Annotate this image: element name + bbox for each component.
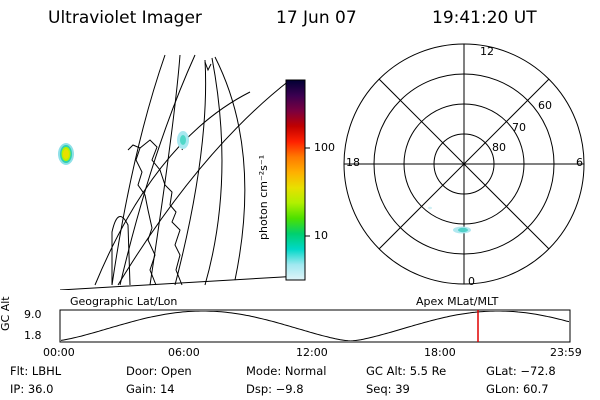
apex-polar-plot xyxy=(343,43,585,285)
strip-xtick: 06:00 xyxy=(168,346,200,359)
colorbar xyxy=(285,79,310,281)
latitude-line xyxy=(117,79,291,286)
time-label: 19:41:20 UT xyxy=(432,8,537,28)
apex-emission-spot xyxy=(428,206,471,234)
mlat-label: 80 xyxy=(492,141,506,154)
date-label: 17 Jun 07 xyxy=(276,8,357,28)
gc-alt-status: GC Alt: 5.5 Re xyxy=(366,364,447,378)
door-status: Door: Open xyxy=(126,364,192,378)
longitude-line xyxy=(214,56,246,281)
mode-status: Mode: Normal xyxy=(246,364,327,378)
latitude-line xyxy=(94,91,251,286)
mlt-label-dusk: 18 xyxy=(346,156,360,169)
altitude-curve xyxy=(61,311,569,341)
seq-status: Seq: 39 xyxy=(366,382,410,396)
strip-xtick: 18:00 xyxy=(424,346,456,359)
altitude-strip xyxy=(59,309,571,343)
longitude-line xyxy=(204,57,223,286)
emission-spot xyxy=(177,131,189,149)
coastline xyxy=(127,139,183,286)
longitude-line xyxy=(119,54,196,286)
longitude-line xyxy=(149,54,181,286)
mlat-label: 60 xyxy=(538,99,552,112)
filter-status: Flt: LBHL xyxy=(10,364,62,378)
strip-xtick: 00:00 xyxy=(43,346,75,359)
geographic-map xyxy=(60,54,301,290)
strip-xtick: 23:59 xyxy=(550,346,582,359)
longitude-line xyxy=(111,54,166,286)
strip-ylabel: GC Alt xyxy=(0,296,12,331)
strip-ytick: 1.8 xyxy=(24,329,42,342)
mlt-label-midnight: 0 xyxy=(468,275,475,288)
mlat-label: 70 xyxy=(512,121,526,134)
emission-spot xyxy=(58,143,74,165)
instrument-title: Ultraviolet Imager xyxy=(48,8,202,28)
gain-status: Gain: 14 xyxy=(126,382,175,396)
glon-status: GLon: 60.7 xyxy=(486,382,549,396)
mlt-meridian xyxy=(378,78,550,250)
mlt-label-dawn: 6 xyxy=(576,156,583,169)
strip-ytick: 9.0 xyxy=(24,308,42,321)
longitude-line xyxy=(174,59,207,286)
longitude-line xyxy=(111,216,131,286)
glat-status: GLat: −72.8 xyxy=(486,364,556,378)
apex-panel-label: Apex MLat/MLT xyxy=(416,295,499,308)
strip-xtick: 12:00 xyxy=(296,346,328,359)
coastline xyxy=(135,147,157,286)
geographic-panel-label: Geographic Lat/Lon xyxy=(70,295,178,308)
colorbar-unit-label: photon cm⁻²s⁻¹ xyxy=(257,154,270,240)
colorbar-tick-label: 100 xyxy=(314,141,335,154)
colorbar-tick-label: 10 xyxy=(314,229,328,242)
ip-status: IP: 36.0 xyxy=(10,382,54,396)
coastline xyxy=(204,61,212,72)
dsp-status: Dsp: −9.8 xyxy=(246,382,304,396)
mlt-label-noon: 12 xyxy=(480,45,494,58)
latitude-line xyxy=(60,275,301,290)
